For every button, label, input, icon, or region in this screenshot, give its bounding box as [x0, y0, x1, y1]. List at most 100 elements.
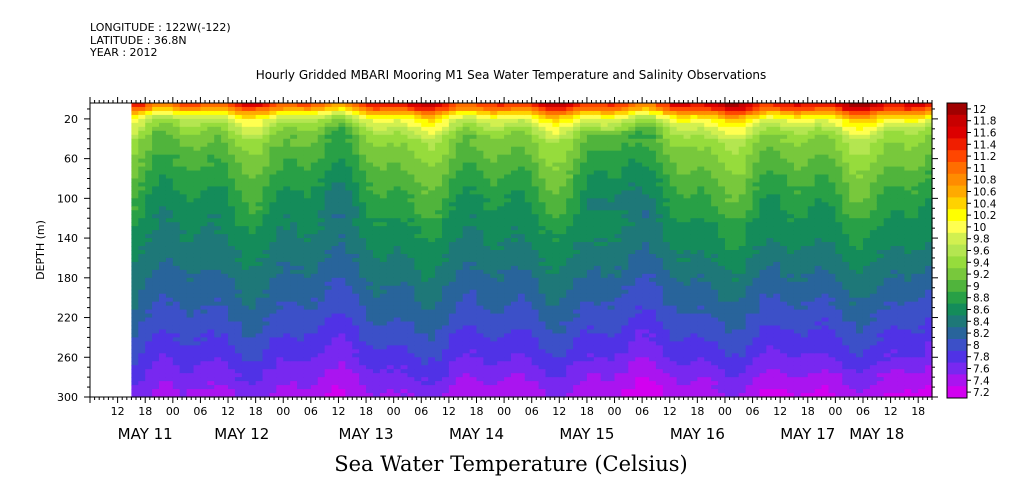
heatmap-cell	[221, 353, 229, 358]
heatmap-cell	[448, 377, 457, 382]
heatmap-cell	[255, 162, 264, 168]
heatmap-cell	[324, 158, 333, 164]
heatmap-cell	[228, 238, 236, 243]
heatmap-cell	[393, 138, 402, 144]
heatmap-cell	[276, 393, 284, 398]
heatmap-cell	[255, 261, 264, 267]
heatmap-cell	[455, 333, 464, 338]
heatmap-cell	[159, 126, 167, 132]
heatmap-cell	[179, 186, 188, 191]
heatmap-cell	[476, 281, 484, 287]
heatmap-cell	[303, 210, 312, 215]
heatmap-cell	[366, 377, 374, 382]
heatmap-cell	[552, 273, 560, 279]
heatmap-cell	[152, 345, 160, 350]
heatmap-cell	[504, 353, 512, 358]
heatmap-cell	[469, 325, 478, 331]
heatmap-cell	[366, 186, 374, 191]
heatmap-cell	[228, 317, 236, 323]
heatmap-cell	[483, 190, 491, 195]
heatmap-cell	[580, 146, 588, 152]
heatmap-cell	[359, 277, 367, 283]
heatmap-cell	[359, 150, 367, 156]
heatmap-cell	[428, 349, 436, 354]
heatmap-cell	[538, 182, 547, 188]
heatmap-cell	[214, 206, 222, 211]
heatmap-cell	[152, 210, 160, 215]
heatmap-cell	[531, 206, 540, 211]
heatmap-cell	[214, 289, 222, 295]
heatmap-cell	[580, 214, 588, 219]
heatmap-cell	[179, 393, 188, 398]
heatmap-cell	[172, 126, 181, 132]
heatmap-cell	[573, 289, 581, 295]
heatmap-cell	[552, 389, 560, 394]
heatmap-cell	[159, 162, 167, 168]
heatmap-cell	[269, 226, 277, 231]
heatmap-cell	[331, 345, 340, 350]
heatmap-cell	[152, 166, 160, 172]
heatmap-cell	[566, 103, 574, 108]
heatmap-cell	[262, 301, 271, 307]
heatmap-cell	[290, 361, 298, 366]
heatmap-cell	[455, 218, 464, 223]
heatmap-cell	[524, 134, 533, 140]
heatmap-cell	[448, 210, 457, 215]
heatmap-cell	[504, 166, 512, 172]
heatmap-cell	[483, 134, 491, 140]
heatmap-cell	[324, 206, 333, 211]
heatmap-cell	[469, 273, 478, 279]
heatmap-cell	[359, 313, 367, 319]
heatmap-cell	[400, 138, 409, 144]
heatmap-cell	[393, 182, 402, 188]
heatmap-cell	[179, 110, 188, 116]
heatmap-cell	[517, 353, 526, 358]
heatmap-cell	[545, 357, 554, 362]
heatmap-cell	[524, 289, 533, 295]
heatmap-cell	[172, 194, 181, 199]
heatmap-cell	[276, 381, 284, 386]
heatmap-cell	[172, 293, 181, 299]
heatmap-cell	[524, 114, 533, 120]
heatmap-cell	[269, 385, 277, 390]
heatmap-cell	[138, 309, 146, 315]
heatmap-cell	[283, 210, 291, 215]
heatmap-cell	[517, 393, 526, 398]
heatmap-cell	[379, 289, 388, 295]
heatmap-cell	[338, 325, 346, 331]
heatmap-cell	[511, 134, 519, 140]
heatmap-cell	[131, 277, 139, 283]
heatmap-cell	[497, 377, 505, 382]
heatmap-cell	[221, 202, 229, 207]
heatmap-cell	[165, 174, 174, 180]
heatmap-cell	[497, 206, 505, 211]
heatmap-cell	[214, 142, 222, 148]
heatmap-cell	[497, 190, 505, 195]
heatmap-cell	[428, 142, 436, 148]
heatmap-cell	[435, 289, 443, 295]
heatmap-cell	[483, 361, 491, 366]
heatmap-cell	[386, 198, 395, 203]
heatmap-cell	[372, 182, 381, 188]
heatmap-cell	[186, 313, 195, 319]
heatmap-cell	[338, 146, 346, 152]
heatmap-cell	[379, 385, 388, 390]
heatmap-cell	[455, 166, 464, 172]
heatmap-cell	[269, 130, 277, 136]
heatmap-cell	[573, 238, 581, 243]
heatmap-cell	[145, 373, 153, 378]
heatmap-cell	[421, 103, 429, 108]
heatmap-cell	[407, 341, 415, 346]
heatmap-cell	[297, 242, 305, 247]
heatmap-cell	[511, 114, 519, 120]
heatmap-cell	[193, 253, 202, 259]
heatmap-cell	[421, 325, 429, 331]
heatmap-cell	[352, 250, 360, 255]
heatmap-cell	[179, 389, 188, 394]
heatmap-cell	[200, 393, 208, 398]
heatmap-cell	[359, 345, 367, 350]
heatmap-cell	[448, 194, 457, 199]
heatmap-cell	[511, 385, 519, 390]
heatmap-cell	[159, 353, 167, 358]
heatmap-cell	[359, 194, 367, 199]
